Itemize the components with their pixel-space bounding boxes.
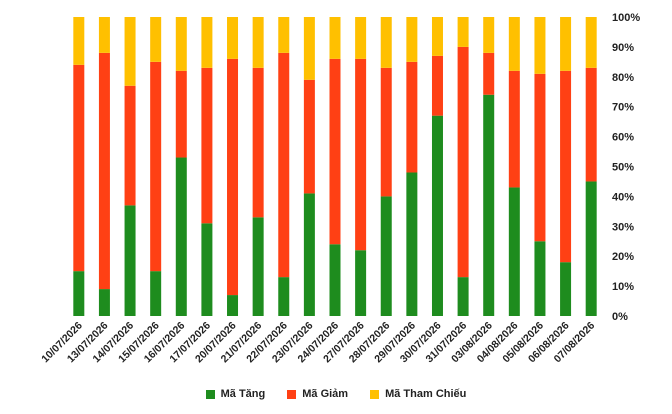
legend-label-decrease: Mã Giảm: [302, 388, 349, 400]
y-tick-label: 0%: [612, 311, 628, 323]
bar-segment-reference-2: [124, 17, 136, 86]
bar-segment-reference-7: [252, 17, 264, 68]
bar-segment-increase-8: [278, 277, 290, 316]
chart-legend: Mã Tăng Mã Giảm Mã Tham Chiếu: [0, 388, 672, 400]
bar-segment-increase-0: [73, 271, 85, 316]
legend-item-increase: Mã Tăng: [205, 388, 266, 400]
legend-item-decrease: Mã Giảm: [287, 388, 348, 400]
bar-segment-decrease-14: [431, 55, 443, 116]
y-tick-label: 70%: [612, 102, 634, 114]
bar-segment-reference-10: [329, 17, 341, 59]
bar-segment-increase-1: [98, 289, 110, 316]
bar-segment-reference-5: [201, 17, 213, 68]
bar-segment-increase-12: [380, 196, 392, 316]
bar-segment-increase-18: [534, 241, 546, 316]
bar-segment-increase-6: [227, 295, 239, 316]
bar-segment-increase-16: [483, 94, 495, 317]
bar-segment-reference-15: [457, 17, 469, 47]
bar-segment-increase-11: [355, 250, 367, 316]
y-tick-label: 80%: [612, 72, 634, 84]
bar-segment-reference-19: [560, 17, 572, 71]
bar-segment-increase-19: [560, 262, 572, 316]
bar-segment-reference-4: [175, 17, 187, 71]
bar-segment-reference-3: [150, 17, 162, 62]
bar-segment-decrease-12: [380, 67, 392, 197]
y-tick-label: 50%: [612, 162, 634, 174]
y-tick-label: 20%: [612, 251, 634, 263]
bar-segment-increase-9: [303, 193, 315, 316]
bar-segment-decrease-1: [98, 52, 110, 290]
bar-segment-decrease-2: [124, 85, 136, 206]
bar-segment-decrease-18: [534, 73, 546, 242]
bar-segment-decrease-17: [508, 70, 520, 188]
bar-segment-reference-13: [406, 17, 418, 62]
bar-segment-decrease-7: [252, 67, 264, 218]
bar-segment-increase-17: [508, 187, 520, 316]
bar-segment-increase-10: [329, 244, 341, 316]
legend-swatch-decrease: [287, 389, 297, 399]
bar-segment-decrease-9: [303, 79, 315, 194]
bar-segment-reference-9: [303, 17, 315, 80]
bar-segment-increase-13: [406, 172, 418, 316]
bar-segment-reference-16: [483, 17, 495, 53]
y-tick-label: 40%: [612, 191, 634, 203]
bar-segment-increase-5: [201, 223, 213, 316]
legend-swatch-increase: [205, 389, 215, 399]
y-tick-label: 90%: [612, 42, 634, 54]
bar-segment-increase-7: [252, 217, 264, 316]
bar-segment-reference-11: [355, 17, 367, 59]
bar-segment-increase-15: [457, 277, 469, 316]
bar-segment-decrease-5: [201, 67, 213, 224]
bar-segment-decrease-19: [560, 70, 572, 263]
bar-segment-decrease-16: [483, 52, 495, 95]
bar-segment-decrease-10: [329, 58, 341, 245]
bar-segment-increase-2: [124, 205, 136, 316]
y-tick-label: 10%: [612, 281, 634, 293]
bar-segment-reference-12: [380, 17, 392, 68]
bar-segment-increase-20: [585, 181, 597, 316]
bar-segment-reference-8: [278, 17, 290, 53]
bar-segment-reference-20: [585, 17, 597, 68]
bar-segment-decrease-8: [278, 52, 290, 278]
bar-segment-decrease-6: [227, 58, 239, 296]
bar-segment-increase-14: [431, 115, 443, 316]
bar-segment-reference-18: [534, 17, 546, 74]
bar-segment-reference-14: [431, 17, 443, 56]
bar-segment-reference-17: [508, 17, 520, 71]
bar-segment-reference-1: [98, 17, 110, 53]
bar-segment-decrease-0: [73, 64, 85, 272]
bar-segment-reference-0: [73, 17, 85, 65]
legend-label-reference: Mã Tham Chiếu: [385, 388, 467, 400]
bar-segment-decrease-13: [406, 61, 418, 173]
bar-segment-increase-4: [175, 157, 187, 316]
bar-segment-increase-3: [150, 271, 162, 316]
bar-segment-decrease-4: [175, 70, 187, 158]
legend-swatch-reference: [370, 389, 380, 399]
y-tick-label: 30%: [612, 221, 634, 233]
chart-canvas: 10/07/202613/07/202614/07/202615/07/2026…: [39, 12, 640, 365]
bar-segment-decrease-15: [457, 46, 469, 278]
legend-label-increase: Mã Tăng: [220, 388, 266, 400]
bar-segment-reference-6: [227, 17, 239, 59]
bar-segment-decrease-3: [150, 61, 162, 272]
y-tick-label: 100%: [612, 12, 640, 24]
bar-segment-decrease-20: [585, 67, 597, 182]
y-tick-label: 60%: [612, 132, 634, 144]
bar-segment-decrease-11: [355, 58, 367, 251]
legend-item-reference: Mã Tham Chiếu: [370, 388, 466, 400]
